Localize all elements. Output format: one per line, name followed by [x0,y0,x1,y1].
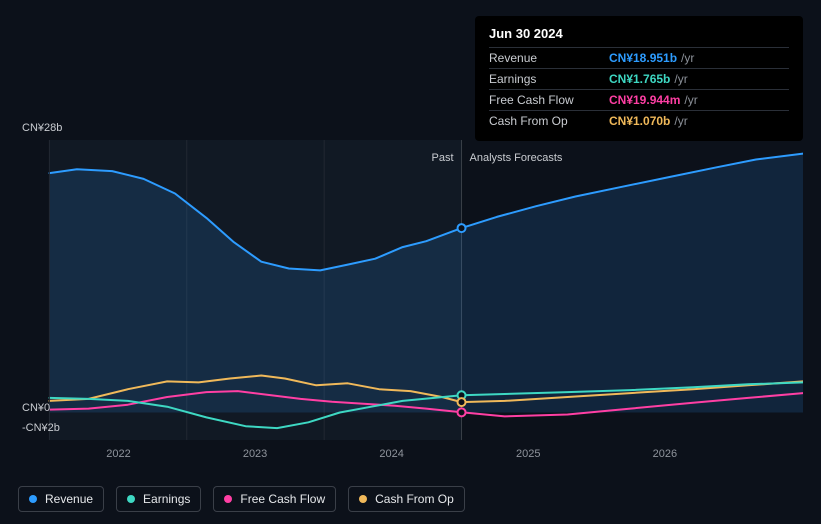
legend-dot-icon [359,495,367,503]
tooltip-metric-value: CN¥18.951b [609,51,677,65]
legend-label: Revenue [45,492,93,506]
tooltip-row: RevenueCN¥18.951b/yr [489,47,789,68]
tooltip-row: Free Cash FlowCN¥19.944m/yr [489,89,789,110]
tooltip-metric-label: Cash From Op [489,114,609,128]
tooltip-metric-unit: /yr [684,93,697,107]
y-axis-label: CN¥28b [22,122,62,134]
legend-label: Cash From Op [375,492,454,506]
tooltip-metric-label: Free Cash Flow [489,93,609,107]
x-axis-tick: 2026 [653,448,677,460]
legend-label: Free Cash Flow [240,492,325,506]
region-label-forecast: Analysts Forecasts [470,152,563,164]
tooltip-metric-unit: /yr [674,114,687,128]
tooltip-metric-value: CN¥1.765b [609,72,670,86]
legend-dot-icon [127,495,135,503]
tooltip-metric-unit: /yr [674,72,687,86]
tooltip-metric-unit: /yr [681,51,694,65]
chart-tooltip: Jun 30 2024 RevenueCN¥18.951b/yrEarnings… [475,16,803,141]
tooltip-date: Jun 30 2024 [489,26,789,41]
legend-label: Earnings [143,492,190,506]
region-label-past: Past [432,152,454,164]
x-axis-tick: 2023 [243,448,267,460]
y-axis-label: -CN¥2b [22,422,60,434]
y-axis-label: CN¥0 [22,402,50,414]
tooltip-metric-label: Revenue [489,51,609,65]
plot-area[interactable] [18,140,803,440]
x-axis: 2022 2023 2024 2025 2026 [18,448,803,468]
tooltip-metric-value: CN¥19.944m [609,93,680,107]
tooltip-row: EarningsCN¥1.765b/yr [489,68,789,89]
x-axis-tick: 2025 [516,448,540,460]
x-axis-tick: 2022 [106,448,130,460]
legend-item-earnings[interactable]: Earnings [116,486,201,512]
legend-item-fcf[interactable]: Free Cash Flow [213,486,336,512]
tooltip-metric-value: CN¥1.070b [609,114,670,128]
tooltip-metric-label: Earnings [489,72,609,86]
legend-item-cfo[interactable]: Cash From Op [348,486,465,512]
legend-dot-icon [224,495,232,503]
x-axis-tick: 2024 [379,448,403,460]
legend-dot-icon [29,495,37,503]
legend: Revenue Earnings Free Cash Flow Cash From O… [18,486,465,512]
legend-item-revenue[interactable]: Revenue [18,486,104,512]
financials-forecast-chart: Jun 30 2024 RevenueCN¥18.951b/yrEarnings… [18,0,803,524]
tooltip-row: Cash From OpCN¥1.070b/yr [489,110,789,131]
